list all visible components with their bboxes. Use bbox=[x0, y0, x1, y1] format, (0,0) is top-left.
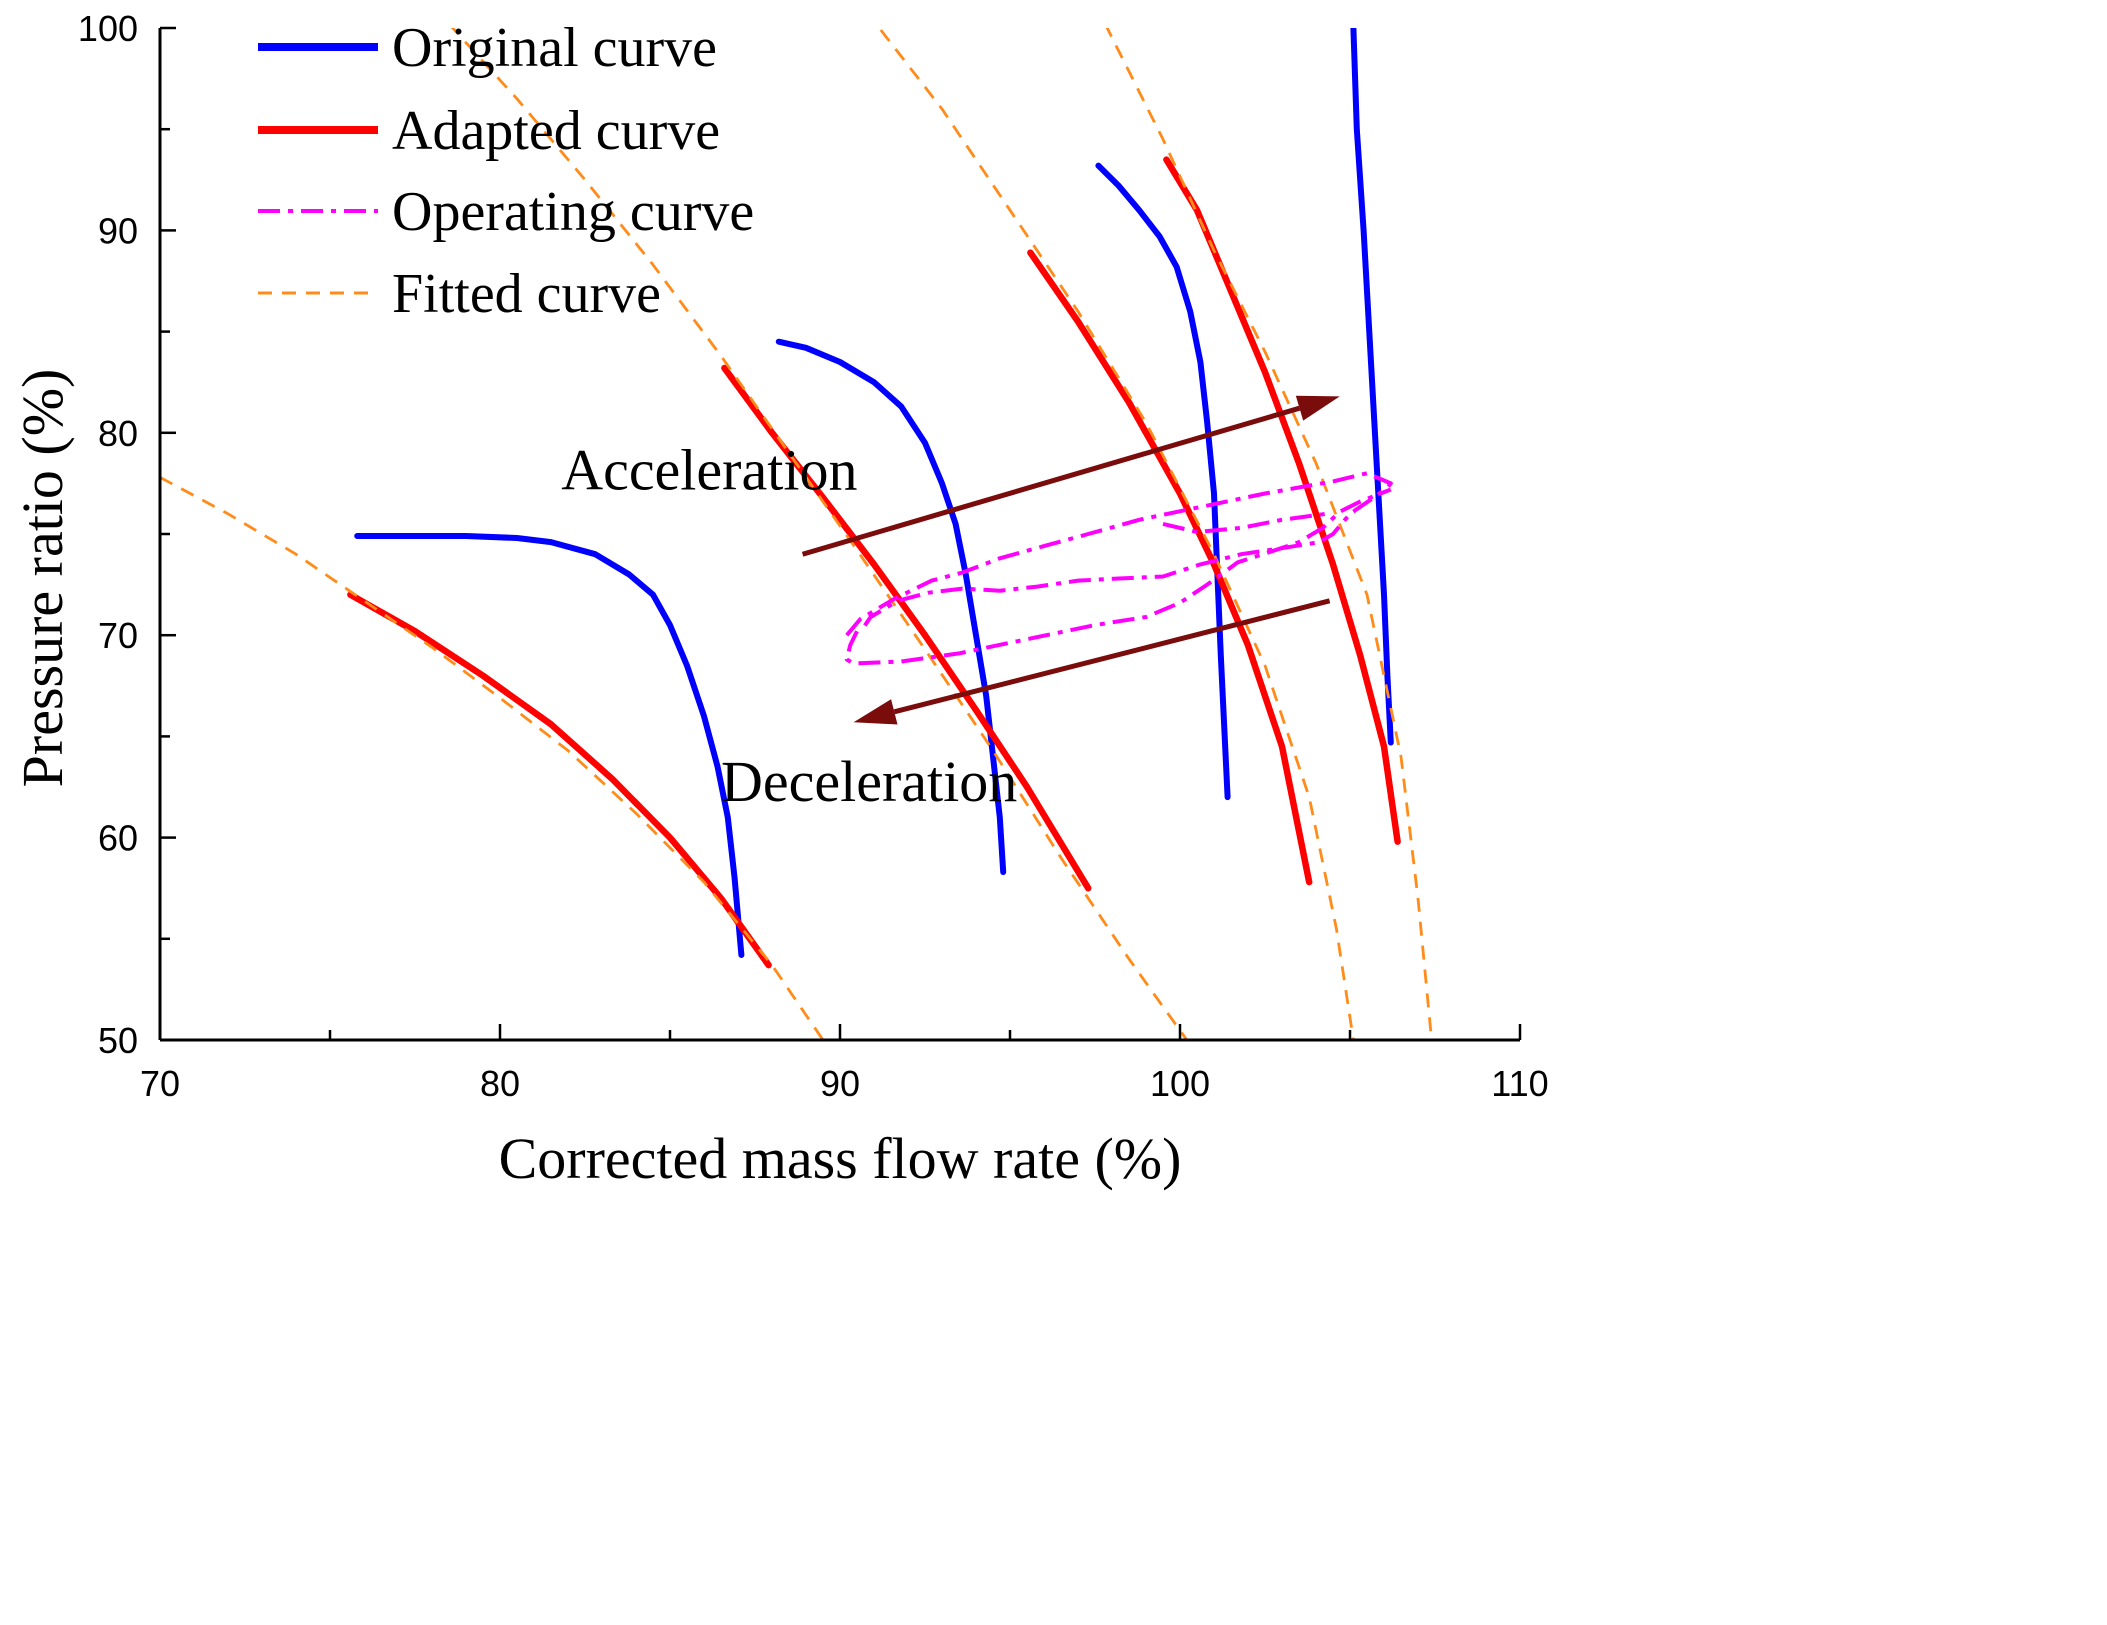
arrow-shaft-2 bbox=[893, 598, 1331, 715]
y-tick-label-70: 70 bbox=[98, 615, 138, 656]
y-axis-title: Pressure ratio (%) bbox=[10, 369, 75, 788]
annotation-arrows bbox=[801, 395, 1340, 725]
y-tick-label-50: 50 bbox=[98, 1020, 138, 1061]
x-tick-label-80: 80 bbox=[480, 1063, 520, 1104]
legend-label-operating: Operating curve bbox=[392, 181, 754, 243]
acceleration-label: Acceleration bbox=[561, 437, 857, 502]
fitted-curve-line-4 bbox=[1105, 28, 1433, 1040]
x-axis-title: Corrected mass flow rate (%) bbox=[499, 1126, 1182, 1191]
adapted-curve-line-1 bbox=[347, 591, 772, 969]
y-tick-label-90: 90 bbox=[98, 210, 138, 251]
operating-curve-line-1 bbox=[845, 471, 1393, 637]
legend: Original curve Adapted curve Operating c… bbox=[258, 17, 754, 325]
axis-ticks: 70 80 90 100 110 50 60 70 80 90 100 bbox=[78, 8, 1549, 1104]
original-curve-line-2 bbox=[775, 338, 1007, 875]
series-layer bbox=[160, 28, 1433, 1040]
x-tick-label-70: 70 bbox=[140, 1063, 180, 1104]
pressure-ratio-chart: 70 80 90 100 110 50 60 70 80 90 100 Corrected mass… bbox=[10, 8, 1549, 1191]
x-tick-label-90: 90 bbox=[820, 1063, 860, 1104]
arrow-head-2 bbox=[853, 699, 898, 725]
original-curve-line-1 bbox=[354, 533, 745, 958]
arrow-head-1 bbox=[1295, 395, 1340, 421]
arrow-shaft-1 bbox=[801, 405, 1301, 557]
legend-label-fitted: Fitted curve bbox=[392, 263, 661, 325]
adapted-curve-line-3 bbox=[1027, 249, 1313, 886]
x-tick-label-100: 100 bbox=[1150, 1063, 1210, 1104]
y-tick-label-100: 100 bbox=[78, 8, 138, 49]
deceleration-label: Deceleration bbox=[721, 749, 1017, 814]
y-tick-label-80: 80 bbox=[98, 413, 138, 454]
y-tick-label-60: 60 bbox=[98, 818, 138, 859]
original-curve-line-3 bbox=[1095, 162, 1231, 801]
legend-label-original: Original curve bbox=[392, 17, 717, 79]
legend-label-adapted: Adapted curve bbox=[392, 100, 720, 162]
fitted-curve-line-2 bbox=[450, 28, 1188, 1040]
x-tick-label-110: 110 bbox=[1491, 1063, 1548, 1104]
operating-curve-line-3 bbox=[1162, 511, 1327, 534]
fitted-curve-line-1 bbox=[160, 476, 825, 1040]
adapted-curve-line-4 bbox=[1163, 156, 1401, 845]
original-curve-line-4 bbox=[1350, 28, 1394, 746]
